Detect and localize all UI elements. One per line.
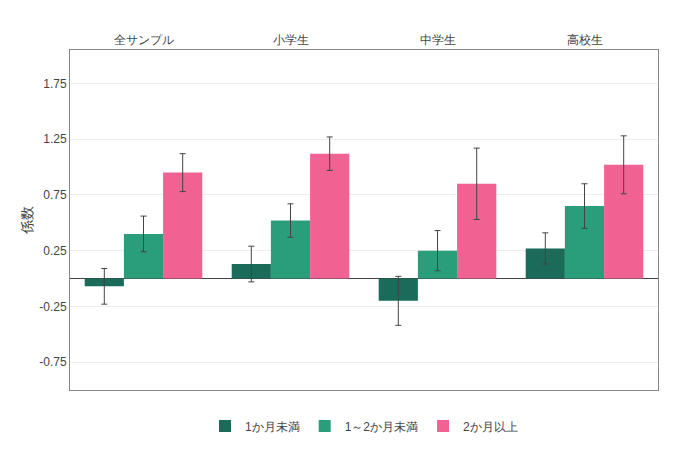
svg-text:0.75: 0.75 <box>43 188 67 202</box>
svg-text:1.75: 1.75 <box>43 77 67 91</box>
svg-text:中学生: 中学生 <box>420 33 456 47</box>
svg-text:2か月以上: 2か月以上 <box>463 420 518 434</box>
svg-text:1か月未満: 1か月未満 <box>245 420 300 434</box>
svg-text:-0.75: -0.75 <box>39 355 67 369</box>
svg-text:0.25: 0.25 <box>43 244 67 258</box>
svg-text:全サンプル: 全サンプル <box>114 33 174 47</box>
svg-text:1.25: 1.25 <box>43 132 67 146</box>
svg-text:小学生: 小学生 <box>273 33 309 47</box>
svg-text:1～2か月未満: 1～2か月未満 <box>345 420 418 434</box>
svg-text:係数: 係数 <box>19 206 35 235</box>
svg-text:高校生: 高校生 <box>567 33 603 47</box>
svg-text:-0.25: -0.25 <box>39 300 67 314</box>
